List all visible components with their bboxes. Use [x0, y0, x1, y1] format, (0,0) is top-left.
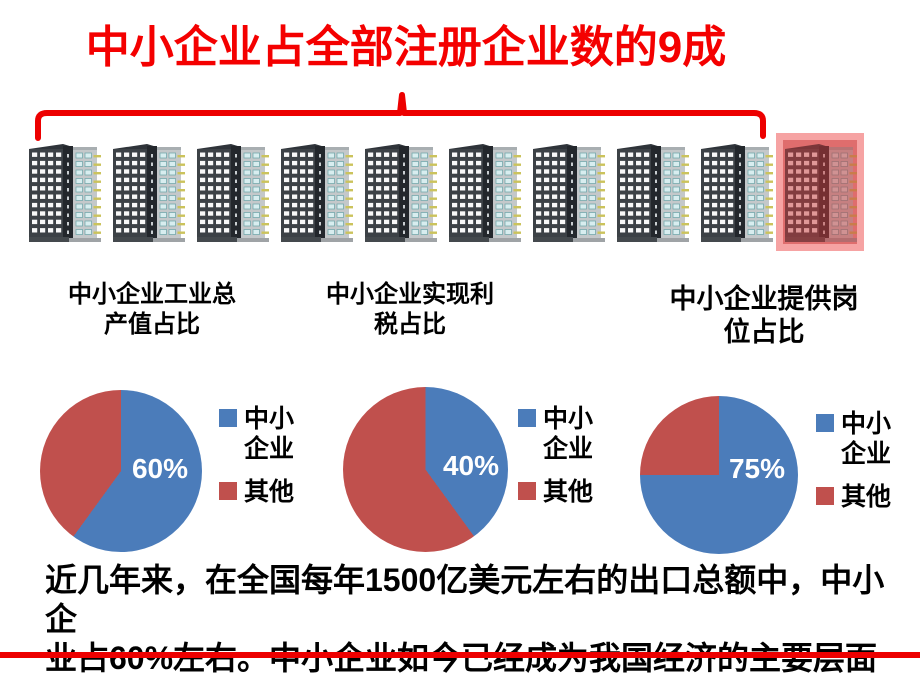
building-icon	[111, 140, 185, 244]
legend-item-other: 其他	[518, 477, 628, 507]
chart-title-line: 中小企业提供岗	[669, 284, 859, 314]
legend-item-sme: 中小 企业	[219, 404, 329, 464]
legend-label: 其他	[543, 478, 594, 506]
building-icon-graphic	[279, 140, 353, 244]
chart-title-industrial-output: 中小企业工业总 产值占比	[30, 280, 274, 340]
chart-title-line: 税占比	[374, 311, 446, 338]
legend-label-line: 企业	[244, 435, 295, 463]
building-icon-graphic	[699, 140, 773, 244]
slide-title: 中小企业占全部注册企业数的9成	[85, 23, 727, 72]
building-icon-graphic	[363, 140, 437, 244]
legend-label: 中小 企业	[841, 409, 891, 469]
footer-line-2: 业占60%左右。中小企业如今已经成为我国经济的主要层面	[45, 640, 878, 676]
legend-swatch-blue	[219, 409, 237, 427]
legend-item-other: 其他	[219, 477, 329, 507]
legend-label-line: 企业	[841, 440, 892, 468]
building-icon	[195, 140, 269, 244]
legend-label: 中小 企业	[244, 404, 294, 464]
legend-swatch-blue	[518, 409, 536, 427]
legend-label-line: 中小	[244, 405, 295, 433]
legend-label: 其他	[841, 483, 892, 511]
building-icon-graphic	[195, 140, 269, 244]
legend-swatch-red	[518, 482, 536, 500]
building-icon-highlighted	[783, 140, 857, 244]
building-icon-graphic	[615, 140, 689, 244]
pie-chart-jobs: 75%	[640, 396, 798, 554]
building-red-tint	[783, 140, 857, 244]
legend-label-line: 中小	[841, 410, 892, 438]
building-icon	[27, 140, 101, 244]
building-icon	[447, 140, 521, 244]
pie-data-label: 75%	[728, 453, 786, 484]
grouping-bracket	[35, 92, 766, 141]
building-icon	[699, 140, 773, 244]
chart-title-line: 位占比	[723, 317, 805, 347]
building-icon-graphic	[531, 140, 605, 244]
legend-industrial-output: 中小 企业 其他	[219, 404, 329, 507]
legend-jobs: 中小 企业 其他	[816, 409, 920, 512]
building-icon	[531, 140, 605, 244]
legend-label: 其他	[244, 478, 295, 506]
pie-chart-profit-tax: 40%	[343, 387, 508, 552]
building-icon	[279, 140, 353, 244]
chart-title-profit-tax: 中小企业实现利 税占比	[288, 280, 532, 340]
legend-swatch-red	[816, 487, 834, 505]
legend-item-other: 其他	[816, 482, 920, 512]
legend-label-line: 中小	[543, 405, 594, 433]
pie-chart-industrial-output: 60%	[40, 390, 202, 552]
building-icon-graphic	[447, 140, 521, 244]
legend-item-sme: 中小 企业	[816, 409, 920, 469]
chart-title-line: 中小企业工业总	[68, 281, 236, 308]
pie-data-label: 60%	[131, 453, 189, 484]
legend-profit-tax: 中小 企业 其他	[518, 404, 628, 507]
building-icon-graphic	[111, 140, 185, 244]
bottom-divider-line	[0, 652, 920, 658]
building-icon	[363, 140, 437, 244]
footer-paragraph: 近几年来，在全国每年1500亿美元左右的出口总额中，中小企 业占60%左右。中小…	[45, 561, 895, 678]
legend-swatch-blue	[816, 414, 834, 432]
chart-title-line: 中小企业实现利	[326, 281, 494, 308]
building-icon	[615, 140, 689, 244]
chart-title-jobs: 中小企业提供岗 位占比	[642, 283, 886, 349]
footer-line-1: 近几年来，在全国每年1500亿美元左右的出口总额中，中小企	[45, 562, 885, 637]
legend-label: 中小 企业	[543, 404, 593, 464]
chart-title-line: 产值占比	[104, 311, 200, 338]
legend-label-line: 企业	[543, 435, 594, 463]
building-icon-graphic	[27, 140, 101, 244]
pie-data-label: 40%	[442, 450, 500, 481]
buildings-row	[27, 140, 857, 244]
legend-item-sme: 中小 企业	[518, 404, 628, 464]
legend-swatch-red	[219, 482, 237, 500]
